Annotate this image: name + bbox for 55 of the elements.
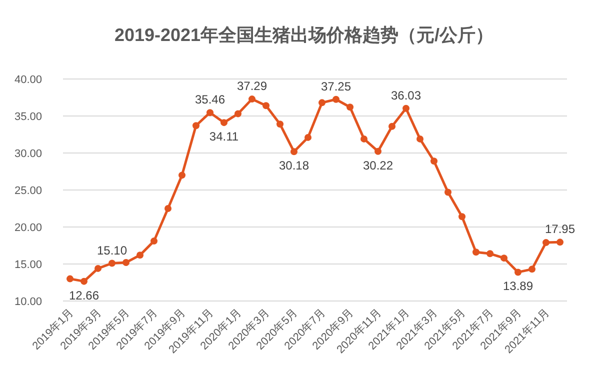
point (556, 238, 564, 246)
point (234, 110, 242, 118)
point (388, 122, 396, 130)
point (472, 248, 480, 256)
point (276, 120, 284, 128)
y-tick-label: 35.00 (14, 111, 42, 123)
data-label: 13.89 (502, 279, 534, 294)
point (220, 119, 228, 126)
data-label: 30.18 (278, 158, 310, 173)
point (486, 250, 494, 258)
data-label: 30.22 (362, 158, 394, 172)
point (542, 239, 550, 246)
y-tick-label: 20.00 (14, 222, 42, 234)
data-label: 34.11 (209, 130, 239, 144)
point (262, 102, 270, 110)
y-tick-label: 40.00 (14, 74, 42, 86)
point (444, 188, 452, 196)
point (206, 109, 214, 116)
y-tick-label: 15.00 (14, 259, 42, 271)
point (248, 96, 256, 103)
point (122, 259, 130, 266)
point (374, 148, 382, 155)
point (318, 99, 326, 106)
point (80, 278, 88, 285)
y-tick-label: 30.00 (14, 148, 42, 160)
point (178, 172, 186, 179)
point (150, 238, 158, 245)
chart-title: 2019-2021年全国生猪出场价格趋势（元/公斤） (114, 25, 494, 45)
point (500, 254, 508, 262)
point (290, 148, 298, 156)
point (514, 268, 522, 276)
point (304, 134, 312, 141)
point (66, 275, 74, 282)
data-label: 36.03 (390, 88, 422, 102)
point (192, 122, 200, 130)
point (458, 213, 466, 220)
data-label: 37.25 (320, 79, 352, 94)
point (430, 158, 438, 165)
data-label: 12.66 (68, 288, 100, 302)
y-tick-label: 25.00 (14, 185, 42, 197)
point (346, 104, 354, 111)
data-label: 35.46 (194, 92, 226, 107)
point (416, 135, 424, 142)
point (360, 135, 368, 142)
data-label: 17.95 (544, 222, 576, 236)
y-tick-label: 10.00 (14, 296, 42, 308)
point (164, 205, 172, 212)
point (108, 260, 116, 267)
point (402, 104, 410, 112)
data-label: 37.29 (236, 79, 268, 94)
point (94, 264, 102, 272)
point (528, 266, 536, 273)
point (136, 252, 144, 259)
data-label: 15.10 (96, 243, 128, 258)
point (332, 96, 340, 103)
